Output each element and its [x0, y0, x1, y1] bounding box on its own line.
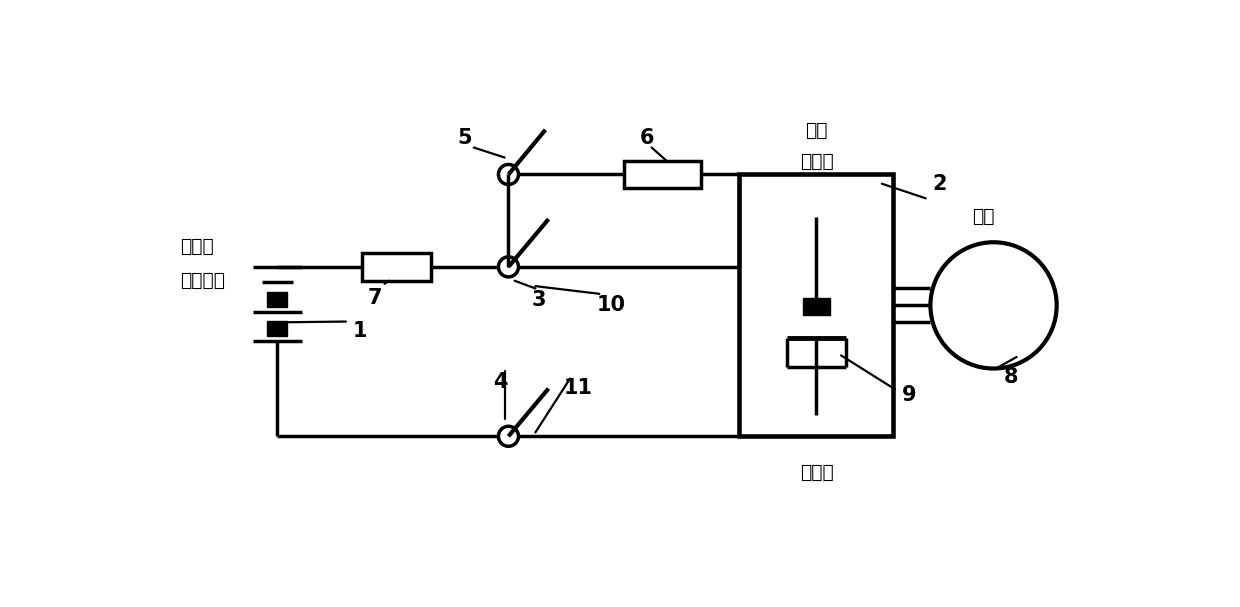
Bar	[802, 297, 831, 314]
Text: 11: 11	[563, 378, 593, 398]
Bar	[739, 174, 894, 436]
Text: 5: 5	[458, 128, 472, 148]
Bar	[268, 291, 288, 307]
Text: 6: 6	[640, 128, 655, 148]
Text: （电池）: （电池）	[180, 271, 224, 290]
Text: 接收器: 接收器	[800, 152, 833, 171]
Text: 4: 4	[494, 372, 508, 392]
Bar	[362, 253, 432, 281]
Text: 10: 10	[596, 296, 625, 316]
Text: 7: 7	[368, 288, 382, 308]
Text: 2: 2	[932, 174, 947, 194]
Text: 8: 8	[1004, 367, 1018, 387]
Text: 1: 1	[352, 320, 367, 341]
Text: 3: 3	[532, 290, 547, 310]
Text: 电容性: 电容性	[800, 463, 833, 482]
Bar	[624, 161, 701, 188]
Text: 9: 9	[901, 385, 916, 405]
Text: 马达: 马达	[972, 208, 994, 226]
Bar	[268, 320, 288, 336]
Text: 发电机: 发电机	[180, 237, 213, 256]
Text: 负载: 负载	[805, 121, 828, 140]
